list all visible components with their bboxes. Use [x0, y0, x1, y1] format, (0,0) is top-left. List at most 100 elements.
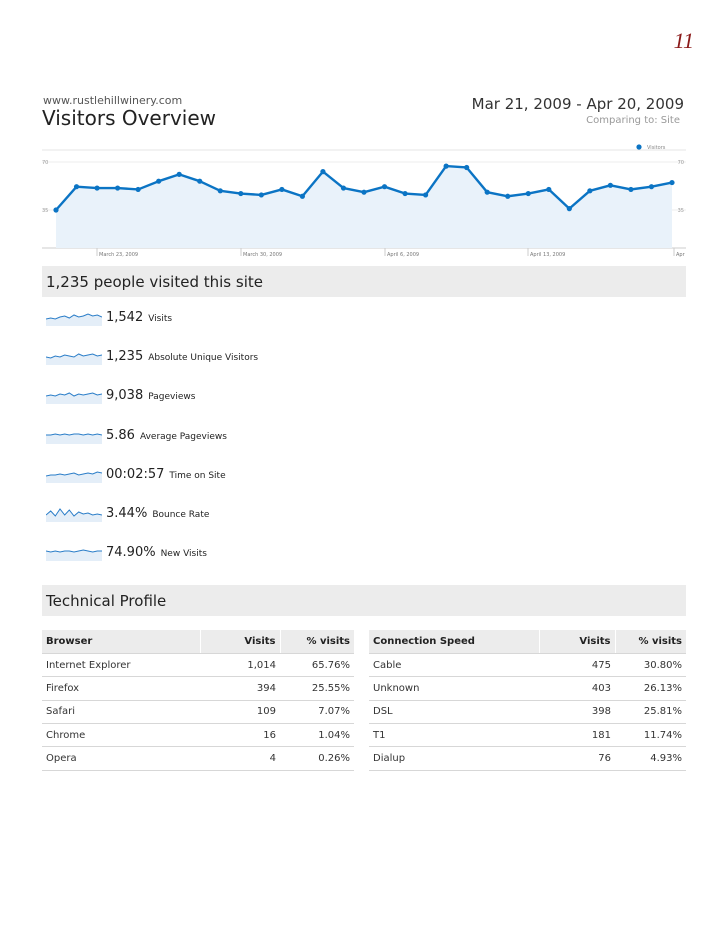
table-cell: 25.81%	[615, 700, 686, 725]
table-cell: 394	[200, 676, 280, 701]
table-cell: 16	[200, 723, 280, 748]
visitors-data-point	[423, 192, 429, 198]
table-cell: 0.26%	[280, 746, 354, 771]
metric-value: 00:02:57 Time on Site	[106, 466, 226, 482]
metric-value: 1,542 Visits	[106, 310, 173, 325]
metric-label: New Visits	[160, 549, 207, 560]
table-row: DSL 398 25.81%	[369, 700, 686, 725]
table-row: Safari 109 7.07%	[42, 700, 354, 725]
table-cell: 11.74%	[615, 723, 686, 748]
visitors-data-point	[648, 184, 655, 190]
table-cell: Safari	[42, 700, 200, 725]
metric-value: 3.44% Bounce Rate	[106, 506, 210, 521]
table-cell: 4.93%	[615, 746, 686, 771]
metric-label: Bounce Rate	[152, 510, 210, 520]
visitors-data-point	[566, 206, 572, 212]
table-row: Opera 4 0.26%	[42, 746, 354, 771]
metric-label: Time on Site	[169, 470, 226, 481]
visitors-chart: 70 70 35 35 March 23, 2009 March 30, 2009 Apri…	[42, 138, 686, 264]
visitors-data-point	[381, 184, 388, 190]
report-title: Visitors Overview	[42, 106, 217, 130]
table-header: % visits	[614, 630, 686, 654]
visitors-data-point	[361, 189, 367, 195]
legend-marker	[636, 144, 642, 150]
metric-label: Pageviews	[148, 392, 196, 403]
sparkline-icon	[46, 353, 102, 366]
visitors-data-point	[238, 190, 244, 197]
y-tick-label-right: 35	[678, 208, 684, 214]
table-header: Visits	[199, 630, 280, 654]
x-tick-label: March 30, 2009	[243, 252, 282, 258]
table-row: Chrome 16 1.04%	[42, 723, 354, 748]
visitors-data-point	[402, 190, 408, 197]
visitors-data-point	[73, 184, 80, 190]
table-cell: 403	[539, 676, 615, 701]
table-row: Cable 475 30.80%	[369, 653, 686, 678]
metric-value: 1,235 Absolute Unique Visitors	[106, 349, 259, 365]
table-cell: 26.13%	[615, 676, 686, 701]
table-cell: 475	[539, 653, 615, 678]
table-cell: T1	[369, 723, 539, 748]
table-cell: 4	[200, 746, 280, 771]
metric-value: 9,038 Pageviews	[106, 388, 196, 404]
visitors-data-point	[669, 179, 675, 186]
metric-label: Visits	[148, 314, 173, 324]
visitors-data-point	[94, 185, 100, 191]
table-cell: 7.07%	[280, 700, 354, 725]
table-cell: 398	[539, 700, 615, 725]
x-tick-label: Apr	[676, 252, 686, 258]
table-header: Connection Speed	[369, 630, 539, 654]
table-row: Firefox 394 25.55%	[42, 676, 354, 701]
metric-value: 74.90% New Visits	[106, 545, 207, 561]
x-tick-label: April 6, 2009	[387, 252, 419, 258]
table-cell: Internet Explorer	[42, 653, 200, 678]
sparkline-icon	[46, 433, 102, 444]
visitors-data-point	[279, 186, 285, 193]
table-cell: Dialup	[369, 746, 539, 771]
visitors-data-point	[607, 182, 614, 188]
visitors-data-point	[464, 164, 470, 171]
sparkline-icon	[46, 471, 102, 483]
y-tick-label-left: 70	[42, 160, 48, 166]
visitors-data-point	[443, 163, 449, 169]
x-tick-label: April 13, 2009	[530, 252, 565, 258]
legend-label: Visitors	[647, 145, 666, 151]
visitors-data-point	[258, 192, 264, 198]
table-cell: 1,014	[200, 653, 280, 678]
table-cell: 76	[539, 746, 615, 771]
table-cell: Cable	[369, 653, 539, 678]
metric-row: 5.86 Average Pageviews	[42, 428, 442, 452]
sparkline-icon	[46, 313, 102, 326]
technical-profile-title: Technical Profile	[46, 592, 167, 610]
visitors-data-point	[320, 169, 326, 175]
table-cell: 181	[539, 723, 615, 748]
metric-label: Average Pageviews	[139, 431, 227, 442]
table-row: Internet Explorer 1,014 65.76%	[42, 653, 354, 678]
table-row: T1 181 11.74%	[369, 723, 686, 748]
technical-profile-bar: Technical Profile	[42, 585, 686, 616]
table-cell: 109	[200, 700, 280, 725]
chart-area-fill	[56, 166, 672, 248]
visitors-data-point	[217, 188, 223, 194]
table-row: Unknown 403 26.13%	[369, 676, 686, 701]
browser-table: Browser Visits% visits Internet Explorer 1…	[42, 630, 354, 771]
x-tick-label: March 23, 2009	[99, 252, 138, 258]
visitors-data-point	[340, 185, 347, 191]
table-cell: Firefox	[42, 676, 200, 701]
y-tick-label-right: 70	[678, 160, 684, 166]
metric-row: 1,542 Visits	[42, 310, 442, 334]
table-header: Visits	[538, 630, 615, 654]
visitors-data-point	[546, 186, 552, 193]
visitors-data-point	[628, 186, 634, 193]
summary-title: 1,235 people visited this site	[46, 273, 263, 291]
metric-value: 5.86 Average Pageviews	[106, 427, 227, 443]
visitors-data-point	[115, 185, 121, 191]
table-cell: 65.76%	[280, 653, 354, 678]
sparkline-icon	[46, 549, 102, 562]
visitors-data-point	[505, 193, 511, 199]
visitors-data-point	[135, 186, 141, 193]
table-cell: Unknown	[369, 676, 539, 701]
visitors-chart-svg: 70 70 35 35 March 23, 2009 March 30, 2009 Apri…	[42, 144, 686, 258]
site-url: www.rustlehillwinery.com	[43, 94, 183, 107]
table-header: % visits	[279, 630, 354, 654]
